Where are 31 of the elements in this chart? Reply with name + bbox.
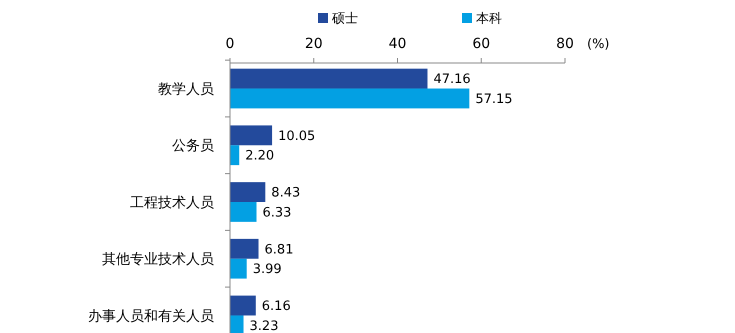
- y-tick-label: 教学人员: [158, 81, 214, 98]
- text: 6.33: [262, 205, 292, 220]
- y-tick-label: 公务员: [172, 138, 214, 154]
- bar: [230, 258, 247, 279]
- text: 2.20: [245, 148, 274, 164]
- bar: [230, 182, 266, 202]
- text: 6.16: [262, 299, 291, 314]
- bar: [230, 88, 470, 108]
- text: 8.43: [271, 186, 300, 201]
- x-tick-label: 40: [388, 36, 406, 52]
- x-tick-label: 80: [556, 36, 574, 52]
- text: 47.16: [433, 72, 471, 88]
- y-tick-label: 办事人员和有关人员: [88, 308, 214, 324]
- x-tick-label: 0: [226, 36, 234, 52]
- x-tick-label: 20: [304, 36, 323, 52]
- bar: [230, 68, 428, 89]
- bar: [230, 145, 240, 166]
- y-tick-label: 其他专业技术人员: [102, 252, 214, 268]
- bar: [230, 125, 272, 146]
- text: 10.05: [278, 128, 316, 144]
- text: 3.23: [250, 318, 278, 333]
- legend-label: 本科: [476, 12, 502, 27]
- x-tick-label: 60: [472, 36, 490, 52]
- x-axis-title: (%): [587, 37, 610, 52]
- bar: [230, 202, 257, 222]
- y-tick-label: 工程技术人员: [130, 194, 214, 211]
- text: 6.81: [264, 242, 294, 258]
- legend-label: 硕士: [331, 12, 358, 27]
- text: 3.99: [252, 262, 282, 278]
- bar: [230, 238, 259, 259]
- text: 57.15: [475, 92, 513, 108]
